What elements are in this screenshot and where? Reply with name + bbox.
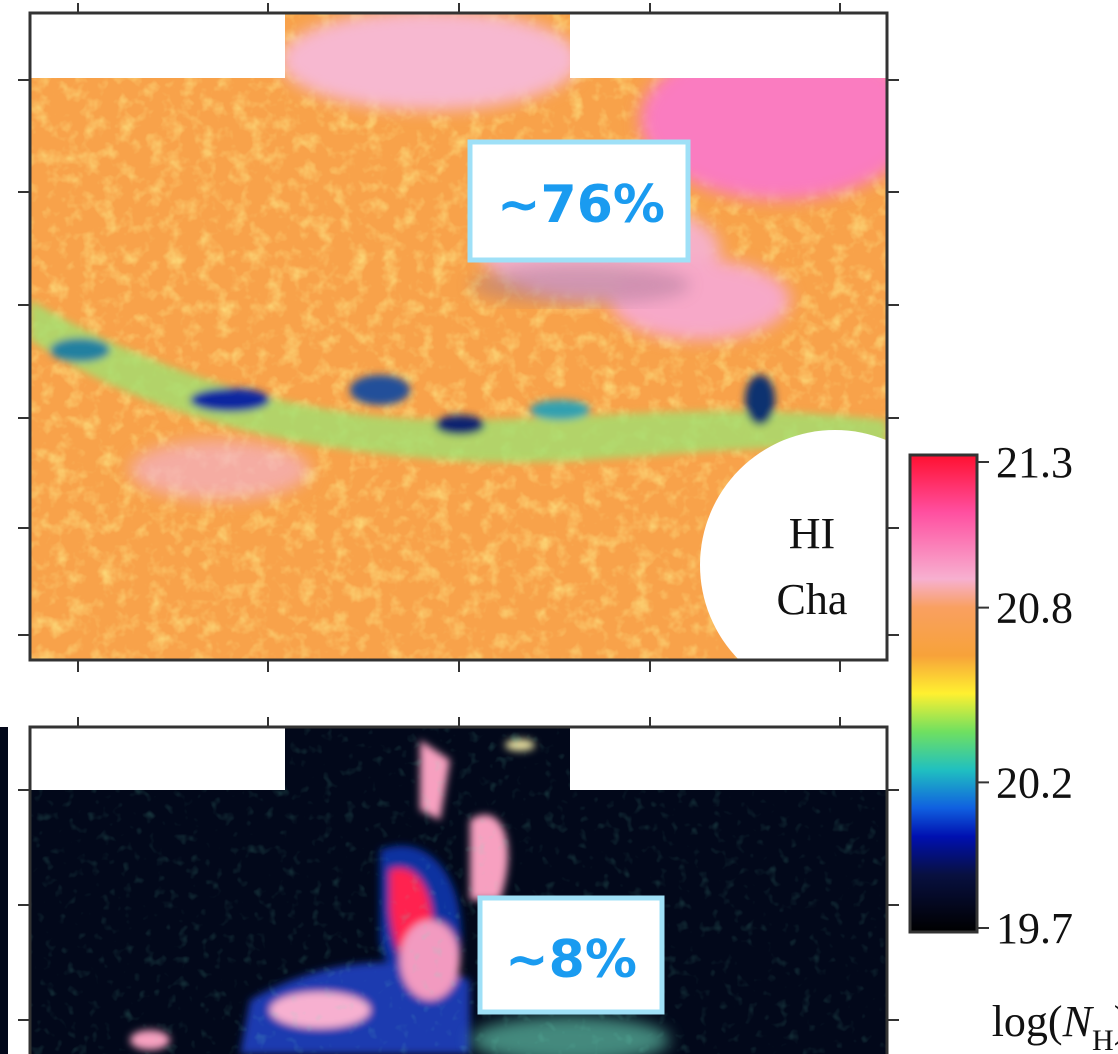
panel-label: Cha xyxy=(777,575,848,624)
label-suffix: ) xyxy=(1114,997,1118,1046)
fraction: ~8% xyxy=(505,930,637,990)
fraction-box: ~8% xyxy=(470,898,670,1054)
label-var: N xyxy=(1062,997,1095,1046)
colorbar-tick-label: 20.2 xyxy=(996,758,1073,807)
colorbar-tick-label: 21.3 xyxy=(996,438,1073,487)
figure: ~76% HI Cha ~8% 21.3 20.8 20.2 19.7 xyxy=(0,0,1118,1054)
colorbar-label: log(NH) xyxy=(992,997,1118,1054)
colorbar-tick-label: 20.8 xyxy=(996,584,1073,633)
label-sub: H xyxy=(1092,1024,1114,1054)
fraction-box: ~76% xyxy=(470,142,690,305)
panel-label: HI xyxy=(789,509,835,558)
colorbar-tick-label: 19.7 xyxy=(996,904,1073,953)
map-bottom xyxy=(30,727,887,1054)
label-prefix: log( xyxy=(992,997,1063,1046)
fraction: ~76% xyxy=(497,175,665,235)
colorbar: 21.3 20.8 20.2 19.7 xyxy=(910,438,1073,953)
